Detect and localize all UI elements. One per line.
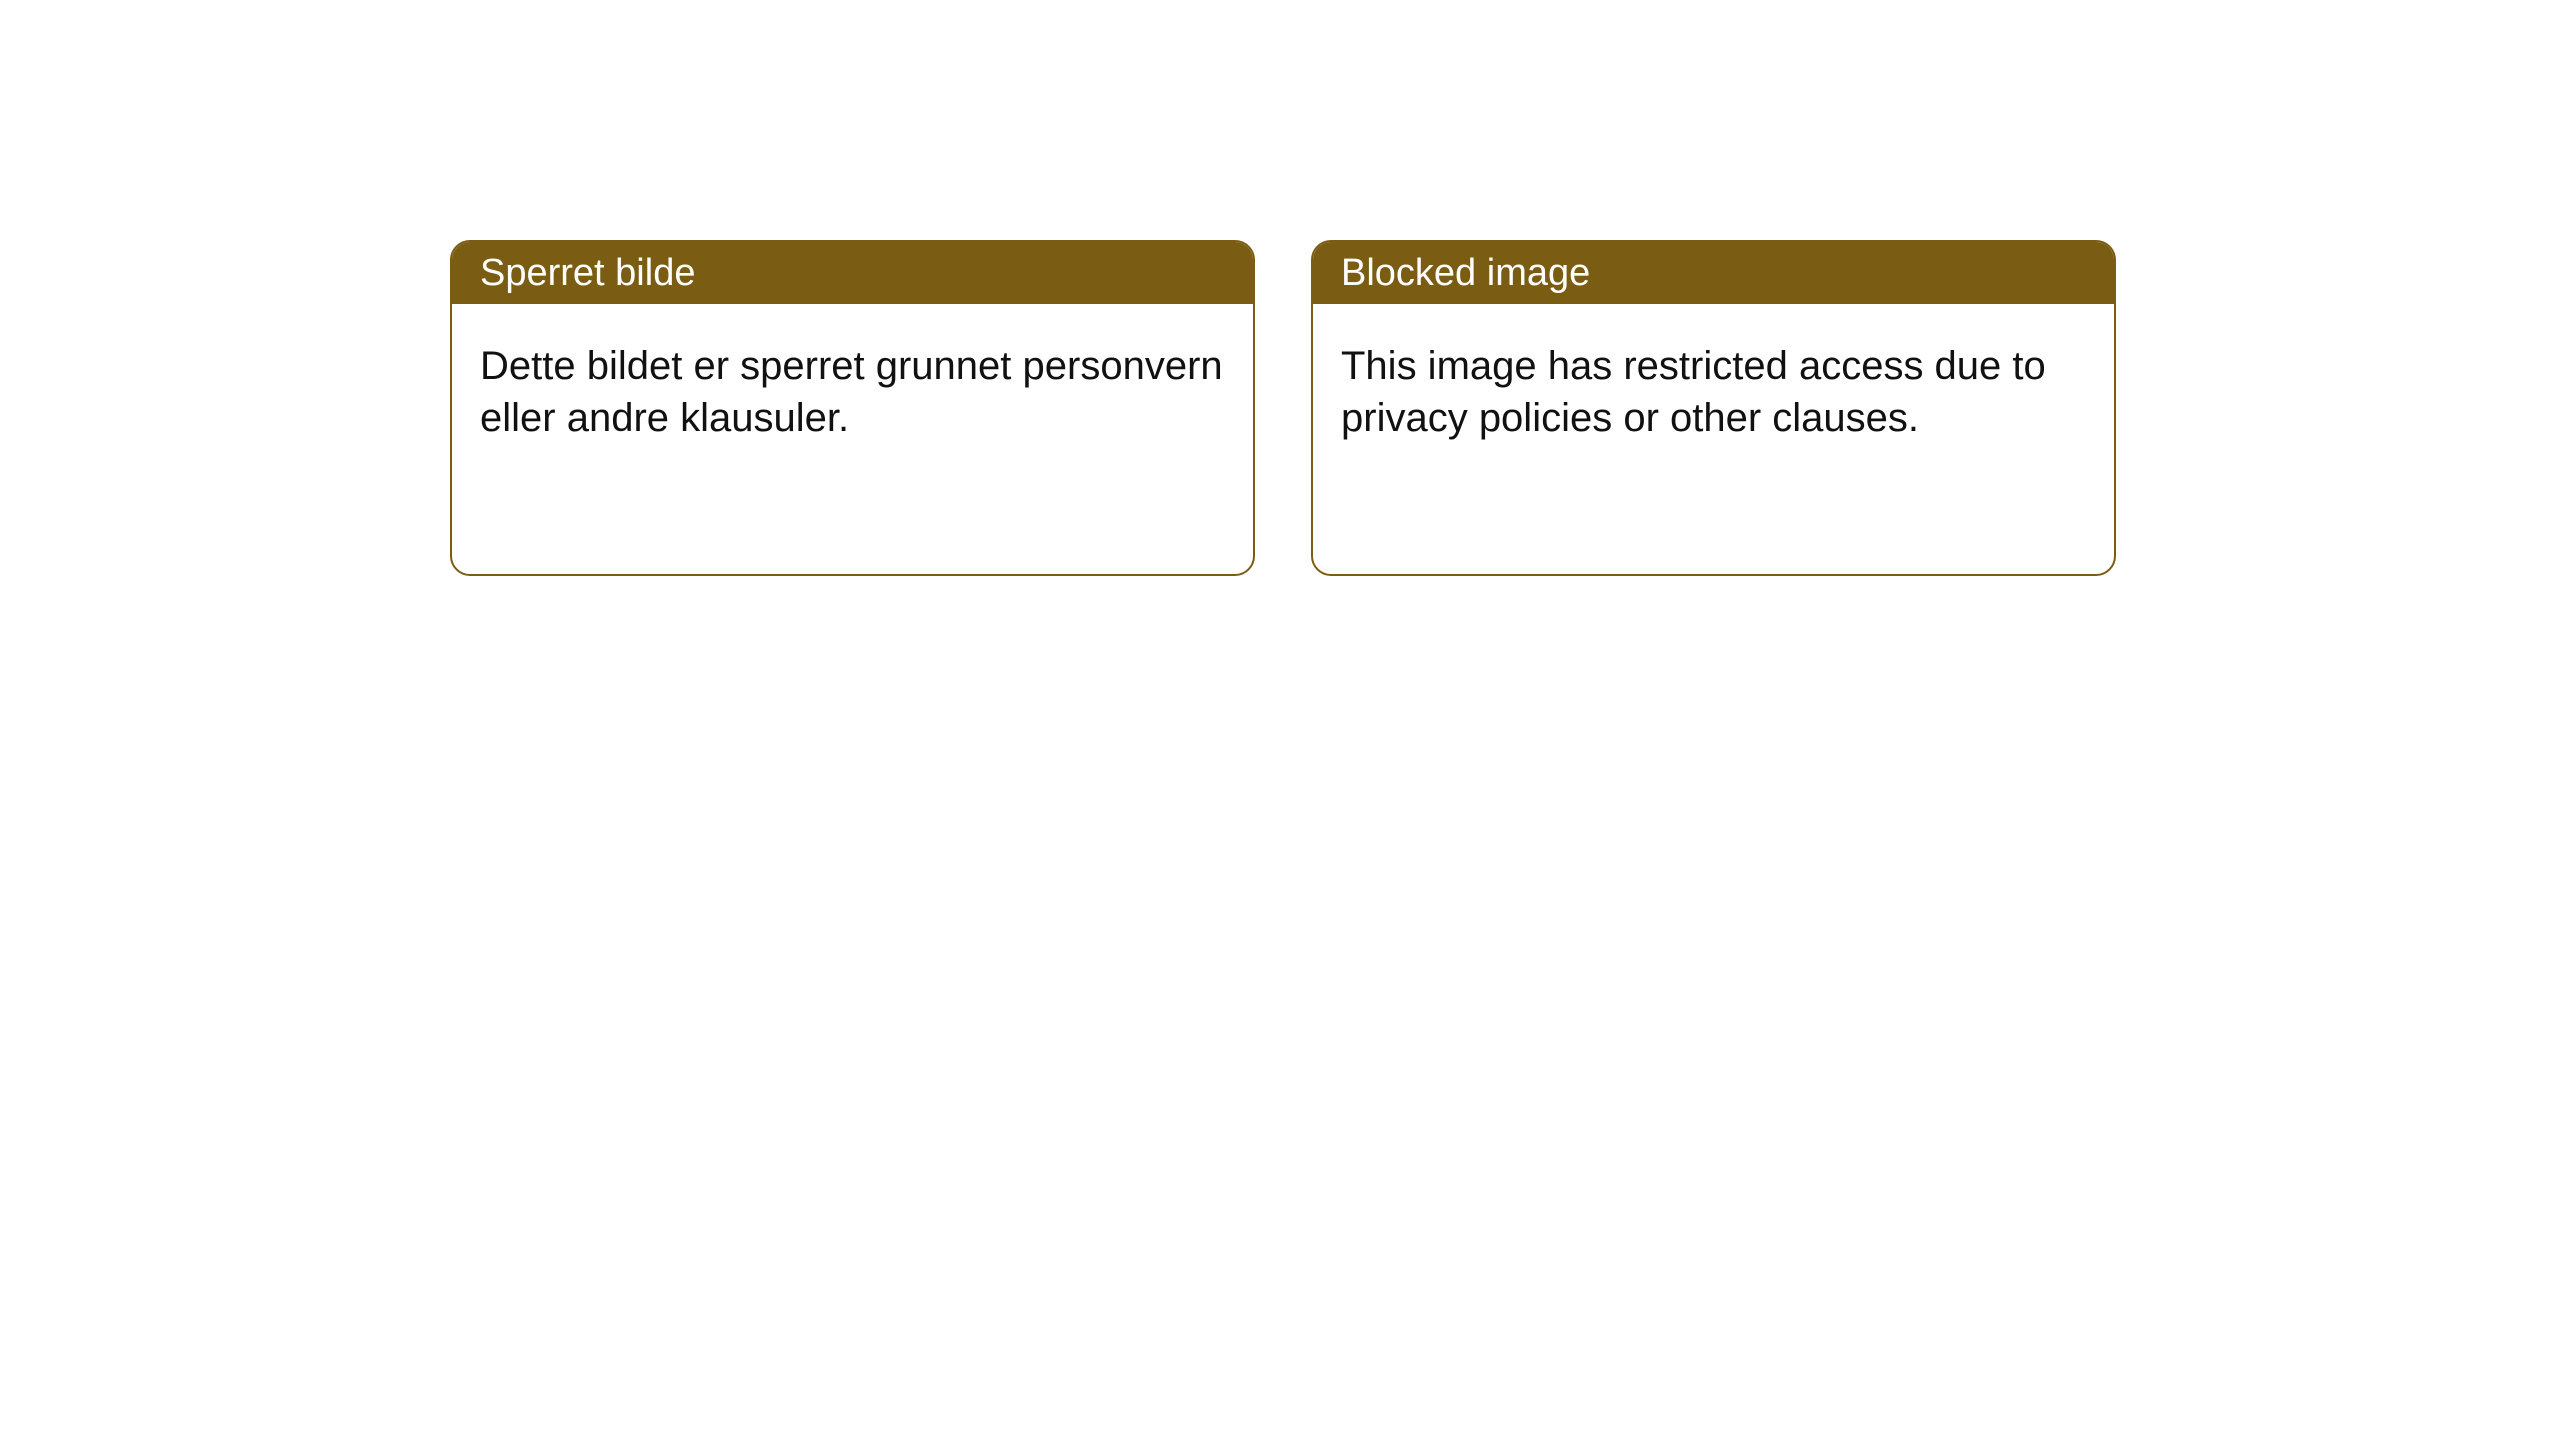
card-body-text: This image has restricted access due to … [1341,344,2046,440]
notice-card-english: Blocked image This image has restricted … [1311,240,2116,576]
card-title: Blocked image [1341,252,1590,295]
notice-container: Sperret bilde Dette bildet er sperret gr… [0,0,2560,576]
notice-card-norwegian: Sperret bilde Dette bildet er sperret gr… [450,240,1255,576]
card-header: Blocked image [1313,242,2114,304]
card-body-text: Dette bildet er sperret grunnet personve… [480,344,1223,440]
card-body: This image has restricted access due to … [1313,304,2114,480]
card-header: Sperret bilde [452,242,1253,304]
card-title: Sperret bilde [480,252,695,295]
card-body: Dette bildet er sperret grunnet personve… [452,304,1253,480]
